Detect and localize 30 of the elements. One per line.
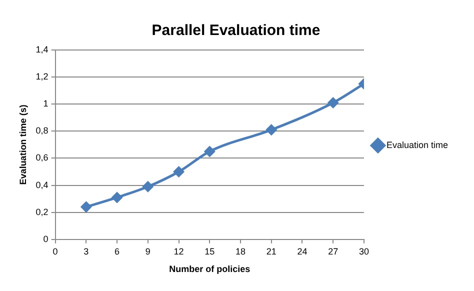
point: [112, 192, 122, 203]
x-tick-label: 27: [328, 246, 338, 256]
y-tick-label: 0,2: [36, 206, 48, 217]
x-tick-label: 15: [204, 246, 215, 256]
x-tick-label: 21: [266, 246, 276, 256]
y-tick-label: 1,2: [36, 72, 48, 82]
point: [328, 98, 338, 108]
y-tick-label: 1: [43, 98, 48, 109]
y-tick-label: 0,4: [36, 180, 48, 190]
y-tick-label: 1,4: [36, 44, 48, 54]
x-tick-label: 3: [84, 246, 89, 256]
legend-label: Evaluation time: [386, 140, 448, 150]
point: [142, 181, 154, 192]
x-tick-label: 24: [297, 246, 308, 256]
x-tick-label: 6: [114, 246, 120, 256]
x-axis-title: Number of policies: [169, 264, 250, 274]
point: [80, 202, 92, 212]
point: [174, 166, 184, 178]
x-tick-label: 12: [174, 246, 184, 256]
y-tick-label: 0,6: [36, 152, 48, 163]
y-axis-title: Evaluation time (s): [18, 104, 28, 185]
point: [204, 146, 215, 157]
chart-title: Parallel Evaluation time: [152, 22, 320, 40]
x-tick-label: 9: [145, 246, 150, 256]
x-tick-label: 18: [235, 246, 246, 256]
y-tick-label: 0,8: [36, 126, 48, 136]
point: [266, 124, 277, 136]
y-tick-label: 0: [43, 234, 48, 244]
x-tick-label: 0: [52, 246, 58, 256]
x-tick-label: 30: [358, 246, 369, 256]
